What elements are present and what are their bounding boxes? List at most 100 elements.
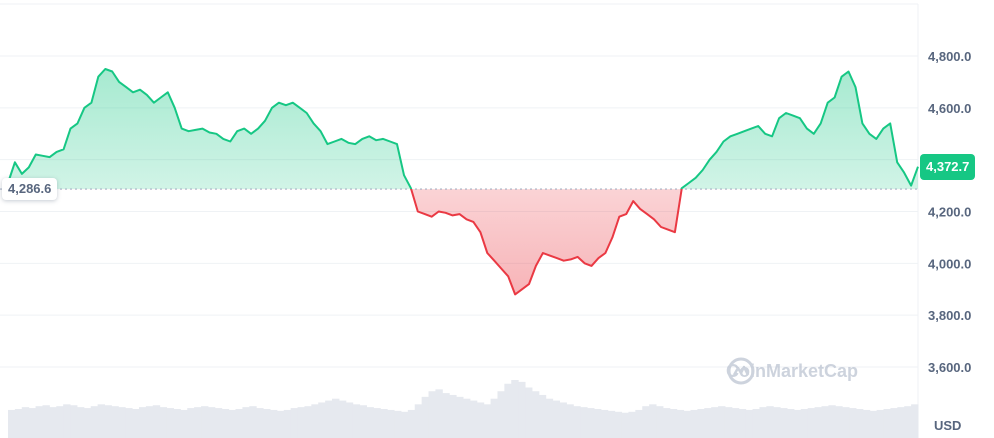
volume-bar <box>276 410 285 438</box>
volume-bar <box>897 407 905 438</box>
volume-bar <box>366 407 374 438</box>
volume-bar <box>525 387 533 438</box>
volume-bar <box>249 406 257 438</box>
volume-bar <box>697 409 705 438</box>
volume-bar <box>456 396 464 438</box>
volume-bar <box>683 410 691 438</box>
y-tick-label: 4,600.0 <box>928 101 971 116</box>
volume-bar <box>21 407 30 438</box>
watermark-text: CoinMarketCap <box>726 360 859 381</box>
current-price-tag: 4,372.7 <box>920 153 976 180</box>
volume-bar <box>656 406 664 438</box>
volume-bar <box>518 381 526 438</box>
price-line-below <box>410 189 683 296</box>
volume-bar <box>704 408 712 438</box>
volume-bar <box>628 411 636 438</box>
volume-bar <box>849 408 857 438</box>
y-axis: 3,600.0 3,800.0 4,000.0 4,200.0 4,600.0 4,800… <box>928 49 971 375</box>
volume-bar <box>876 409 885 438</box>
volume-bar <box>159 407 168 438</box>
volume-bar <box>421 396 430 438</box>
volume-bar <box>738 409 747 438</box>
volume-bar <box>207 407 216 438</box>
volume-bar <box>504 383 512 438</box>
volume-bar <box>49 407 57 438</box>
volume-bar <box>297 407 305 438</box>
volume-bar <box>14 409 23 438</box>
volume-bar <box>42 405 50 438</box>
currency-label: USD <box>934 418 961 433</box>
volume-bar <box>911 404 919 438</box>
volume-bar <box>711 407 719 438</box>
volume-bar <box>352 404 361 438</box>
volume-bar <box>793 409 802 438</box>
baseline-price-tag: 4,286.6 <box>2 178 58 201</box>
volume-bar <box>318 402 326 438</box>
volume-bar <box>70 405 78 438</box>
volume-bar <box>63 404 71 438</box>
volume-bar <box>600 409 609 438</box>
volume-bar <box>469 400 478 438</box>
volume-bar <box>662 408 671 438</box>
volume-bar <box>580 407 588 438</box>
volume-bar <box>904 406 912 438</box>
volume-bar <box>814 407 822 438</box>
y-tick-label: 3,800.0 <box>928 308 971 323</box>
volume-bar <box>566 404 574 438</box>
volume-bar <box>890 408 898 438</box>
volume-bar <box>125 408 133 438</box>
volume-bar <box>559 402 567 438</box>
volume-bar <box>531 391 540 438</box>
volume-bar <box>90 406 99 438</box>
price-line-above <box>7 68 919 190</box>
volume-bar <box>283 409 292 438</box>
volume-bar <box>642 406 650 438</box>
price-area-above <box>8 69 918 190</box>
volume-bar <box>194 407 202 438</box>
price-line <box>7 68 919 296</box>
volume-bar <box>476 402 485 438</box>
volume-bar <box>428 391 436 438</box>
volume-bar <box>242 407 250 438</box>
volume-bar <box>538 394 547 438</box>
volume-bar <box>855 409 864 438</box>
volume-bar <box>111 406 119 438</box>
volume-bar <box>463 398 471 438</box>
volume-bar <box>256 408 264 438</box>
volume-bar <box>8 409 16 438</box>
volume-bar <box>97 404 106 438</box>
volume-bar <box>821 406 829 438</box>
volume-bar <box>800 409 809 438</box>
volume-bar <box>607 410 616 438</box>
volume-bar <box>28 408 37 438</box>
volume-bar <box>145 406 154 438</box>
volume-bar <box>435 389 443 438</box>
volume-bar <box>593 409 602 438</box>
volume-bar <box>152 405 161 438</box>
volume-bar <box>304 406 312 438</box>
volume-bar <box>332 398 340 438</box>
volume-bar <box>780 408 788 438</box>
volume-bar <box>835 406 843 438</box>
volume-bar <box>187 408 195 438</box>
volume-bar <box>621 412 629 438</box>
y-tick-label: 4,000.0 <box>928 256 971 271</box>
volume-bar <box>842 407 850 438</box>
coinmarketcap-logo-icon <box>727 357 755 385</box>
volume-bar <box>269 409 278 438</box>
volume-bar <box>201 406 209 438</box>
volume-bar <box>104 405 112 438</box>
volume-bar <box>787 409 795 438</box>
volume-bar <box>731 408 740 438</box>
volume-bar <box>690 409 698 438</box>
volume-bar <box>325 400 333 438</box>
y-tick-label: 4,800.0 <box>928 49 971 64</box>
volume-bar <box>214 408 223 438</box>
volume-bar <box>552 400 561 438</box>
volume-bar <box>76 407 85 438</box>
volume-bar <box>773 407 781 438</box>
volume-bar <box>118 407 126 438</box>
volume-bar <box>394 410 402 438</box>
